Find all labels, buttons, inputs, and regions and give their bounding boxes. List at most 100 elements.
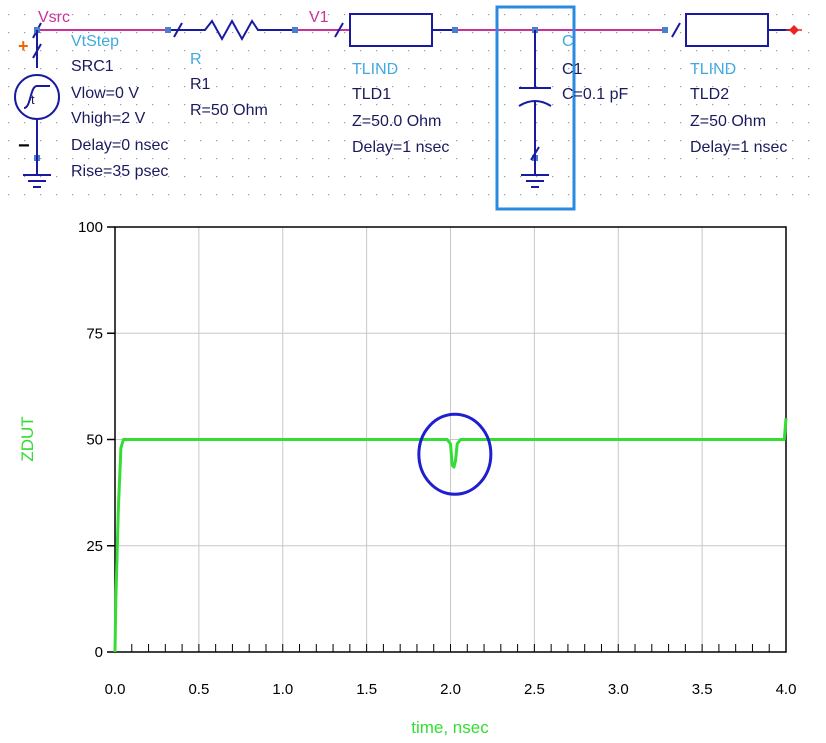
grid-dot [712,122,714,124]
grid-dot [568,104,570,106]
grid-dot [264,32,266,34]
x-tick-label: 2.0 [440,681,461,698]
grid-dot [808,140,810,142]
grid-dot [536,86,538,88]
grid-dot [488,122,490,124]
capacitor-icon[interactable] [518,30,552,188]
grid-dot [248,122,250,124]
y-axis-label: ZDUT [18,416,37,461]
grid-dot [248,14,250,16]
grid-dot [184,50,186,52]
grid-dot [392,122,394,124]
voltage-step-source[interactable] [14,30,60,188]
grid-dot [552,122,554,124]
grid-dot [216,176,218,178]
grid-dot [88,50,90,52]
grid-dot [248,158,250,160]
grid-dot [136,176,138,178]
grid-dot [232,104,234,106]
grid-dot [424,140,426,142]
grid-dot [40,50,42,52]
grid-dot [408,176,410,178]
tline2-body[interactable] [685,13,769,47]
grid-dot [712,158,714,160]
capacitor-highlight-box [495,5,576,211]
grid-dot [696,158,698,160]
grid-dot [72,86,74,88]
grid-dot [120,158,122,160]
grid-dot [40,68,42,70]
wire-slash-marker [32,43,42,59]
grid-dot [600,176,602,178]
grid-dot [584,104,586,106]
grid-dot [776,50,778,52]
grid-dot [200,68,202,70]
grid-dot [552,68,554,70]
tline1-body[interactable] [349,13,433,47]
grid-dot [136,104,138,106]
source-param-label: Rise=35 psec [71,163,168,180]
zdut-trace-line[interactable] [113,418,788,653]
resistor-icon[interactable] [195,18,260,42]
x-axis-tick-labels: 0.0 0.5 1.0 1.5 2.0 2.5 3.0 3.5 4.0 [105,681,797,698]
grid-dot [232,86,234,88]
x-tick-label: 0.0 [105,681,126,698]
x-tick-label: 3.5 [692,681,713,698]
grid-dot [24,194,26,196]
source-plus-sign: + [18,36,29,56]
grid-dot [616,32,618,34]
grid-dot [808,50,810,52]
grid-dot [184,158,186,160]
grid-dot [456,50,458,52]
grid-dot [72,140,74,142]
grid-dot [120,104,122,106]
x-tick-label: 2.5 [524,681,545,698]
grid-dot [552,14,554,16]
grid-dot [296,122,298,124]
grid-dot [56,158,58,160]
grid-dot [728,176,730,178]
grid-dot [376,194,378,196]
grid-dot [88,176,90,178]
grid-dot [616,176,618,178]
pin[interactable] [662,27,668,33]
grid-dot [808,176,810,178]
tline2-type-label: TLIND [690,61,736,78]
grid-dot [328,14,330,16]
grid-dot [104,176,106,178]
grid-dot [488,68,490,70]
grid-dot [600,50,602,52]
grid-dot [568,32,570,34]
grid-dot [440,104,442,106]
port-terminal-icon[interactable] [786,25,802,35]
chart-minor-ticks [107,226,787,653]
grid-dot [456,140,458,142]
grid-dot [728,158,730,160]
grid-dot [136,194,138,196]
grid-dot [664,176,666,178]
pin[interactable] [452,27,458,33]
grid-dot [104,104,106,106]
grid-dot [584,68,586,70]
grid-dot [184,176,186,178]
grid-dot [632,86,634,88]
grid-dot [680,194,682,196]
pin[interactable] [292,27,298,33]
grid-dot [24,32,26,34]
grid-dot [488,14,490,16]
grid-dot [56,50,58,52]
grid-dot [376,158,378,160]
grid-dot [536,194,538,196]
grid-dot [136,68,138,70]
grid-dot [760,104,762,106]
grid-dot [744,122,746,124]
grid-dot [520,140,522,142]
grid-dot [808,158,810,160]
pin[interactable] [165,27,171,33]
plot-area-frame[interactable] [114,226,787,653]
dip-annotation-circle [417,412,493,496]
grid-dot [264,14,266,16]
grid-dot [632,140,634,142]
y-tick-label: 100 [78,219,103,236]
